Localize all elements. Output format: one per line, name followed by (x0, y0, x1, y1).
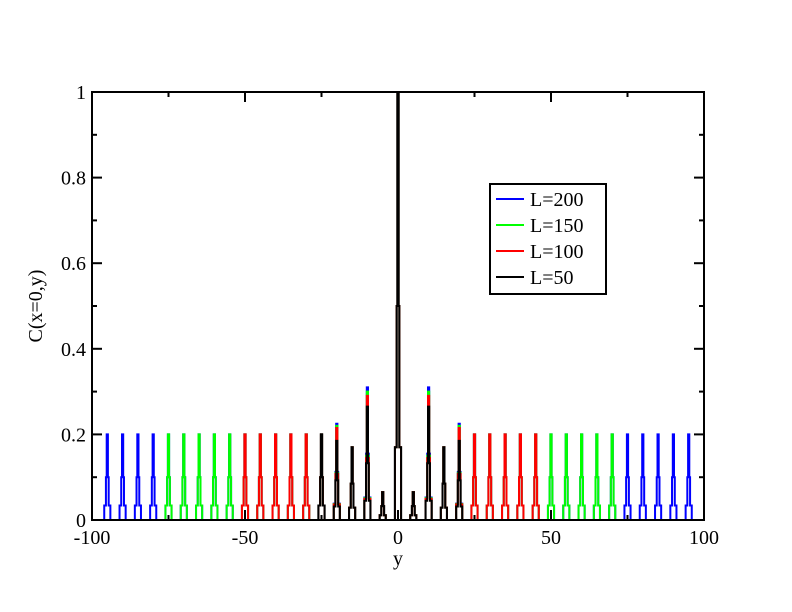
y-tick-label-1: 0.2 (61, 424, 86, 446)
y-tick-label-0: 0 (76, 510, 86, 532)
peak-L-100-19 (531, 433, 540, 520)
peak-L-50-2 (348, 446, 357, 520)
y-tick-label-5: 1 (76, 82, 86, 104)
peak-L-100-0 (240, 433, 250, 520)
peak-L-150-0 (164, 433, 173, 520)
peak-L-50-6 (409, 491, 418, 520)
legend-label-1: L=150 (530, 215, 584, 237)
peak-L-150-3 (210, 433, 219, 520)
y-axis-label: C(x=0,y) (25, 270, 47, 343)
y-tick-label-3: 0.6 (61, 253, 86, 275)
peak-L-150-2 (195, 433, 204, 520)
peak-L-200-2 (133, 433, 142, 520)
peak-L-200-3 (149, 433, 158, 520)
peak-L-100-2 (271, 433, 280, 520)
x-tick-label-0: -100 (74, 527, 111, 549)
y-tick-label-2: 0.4 (61, 339, 86, 361)
peak-L-50-8 (439, 446, 448, 520)
peak-L-200-0 (103, 433, 112, 520)
legend-label-2: L=100 (530, 241, 584, 263)
peak-L-150-25 (546, 433, 556, 520)
peak-L-100-4 (302, 433, 311, 520)
peak-L-200-38 (684, 433, 693, 520)
peak-L-150-29 (608, 433, 617, 520)
ticks-layer: -100 -50 0 50 100 0 0.2 0.4 0.6 0.8 1 (61, 82, 719, 549)
peak-L-200-36 (654, 433, 663, 520)
peak-L-150-27 (577, 433, 586, 520)
peak-L-50-4 (378, 491, 387, 520)
series-layer (103, 91, 693, 520)
x-tick-label-3: 50 (541, 527, 561, 549)
legend-label-0: L=200 (530, 189, 584, 211)
x-axis-label: y (393, 548, 403, 570)
peak-L-200-34 (623, 433, 632, 520)
peak-L-200-1 (118, 433, 127, 520)
peak-L-150-4 (225, 433, 234, 520)
peak-L-200-37 (669, 433, 678, 520)
peak-L-100-18 (516, 433, 525, 520)
peak-L-200-35 (638, 433, 647, 520)
legend-box (489, 183, 607, 295)
x-tick-label-1: -50 (232, 527, 259, 549)
peak-L-100-15 (470, 433, 479, 520)
peak-L-100-3 (286, 433, 295, 520)
legend: L=200 L=150 L=100 L=50 (489, 183, 607, 295)
peak-L-50-1 (332, 439, 341, 520)
peak-L-150-1 (179, 433, 188, 520)
x-tick-label-2: 0 (393, 527, 403, 549)
legend-label-3: L=50 (530, 267, 574, 289)
peak-L-100-1 (256, 433, 265, 520)
peak-L-50-0 (317, 433, 326, 520)
x-tick-label-4: 100 (689, 527, 719, 549)
peak-L-50-7 (424, 405, 433, 520)
peak-L-50-9 (455, 439, 464, 520)
peak-L-50-3 (363, 405, 372, 520)
peak-L-150-26 (562, 433, 571, 520)
y-tick-label-4: 0.8 (61, 168, 86, 190)
peak-L-100-16 (485, 433, 494, 520)
peak-L-150-28 (592, 433, 601, 520)
peak-L-100-17 (501, 433, 510, 520)
